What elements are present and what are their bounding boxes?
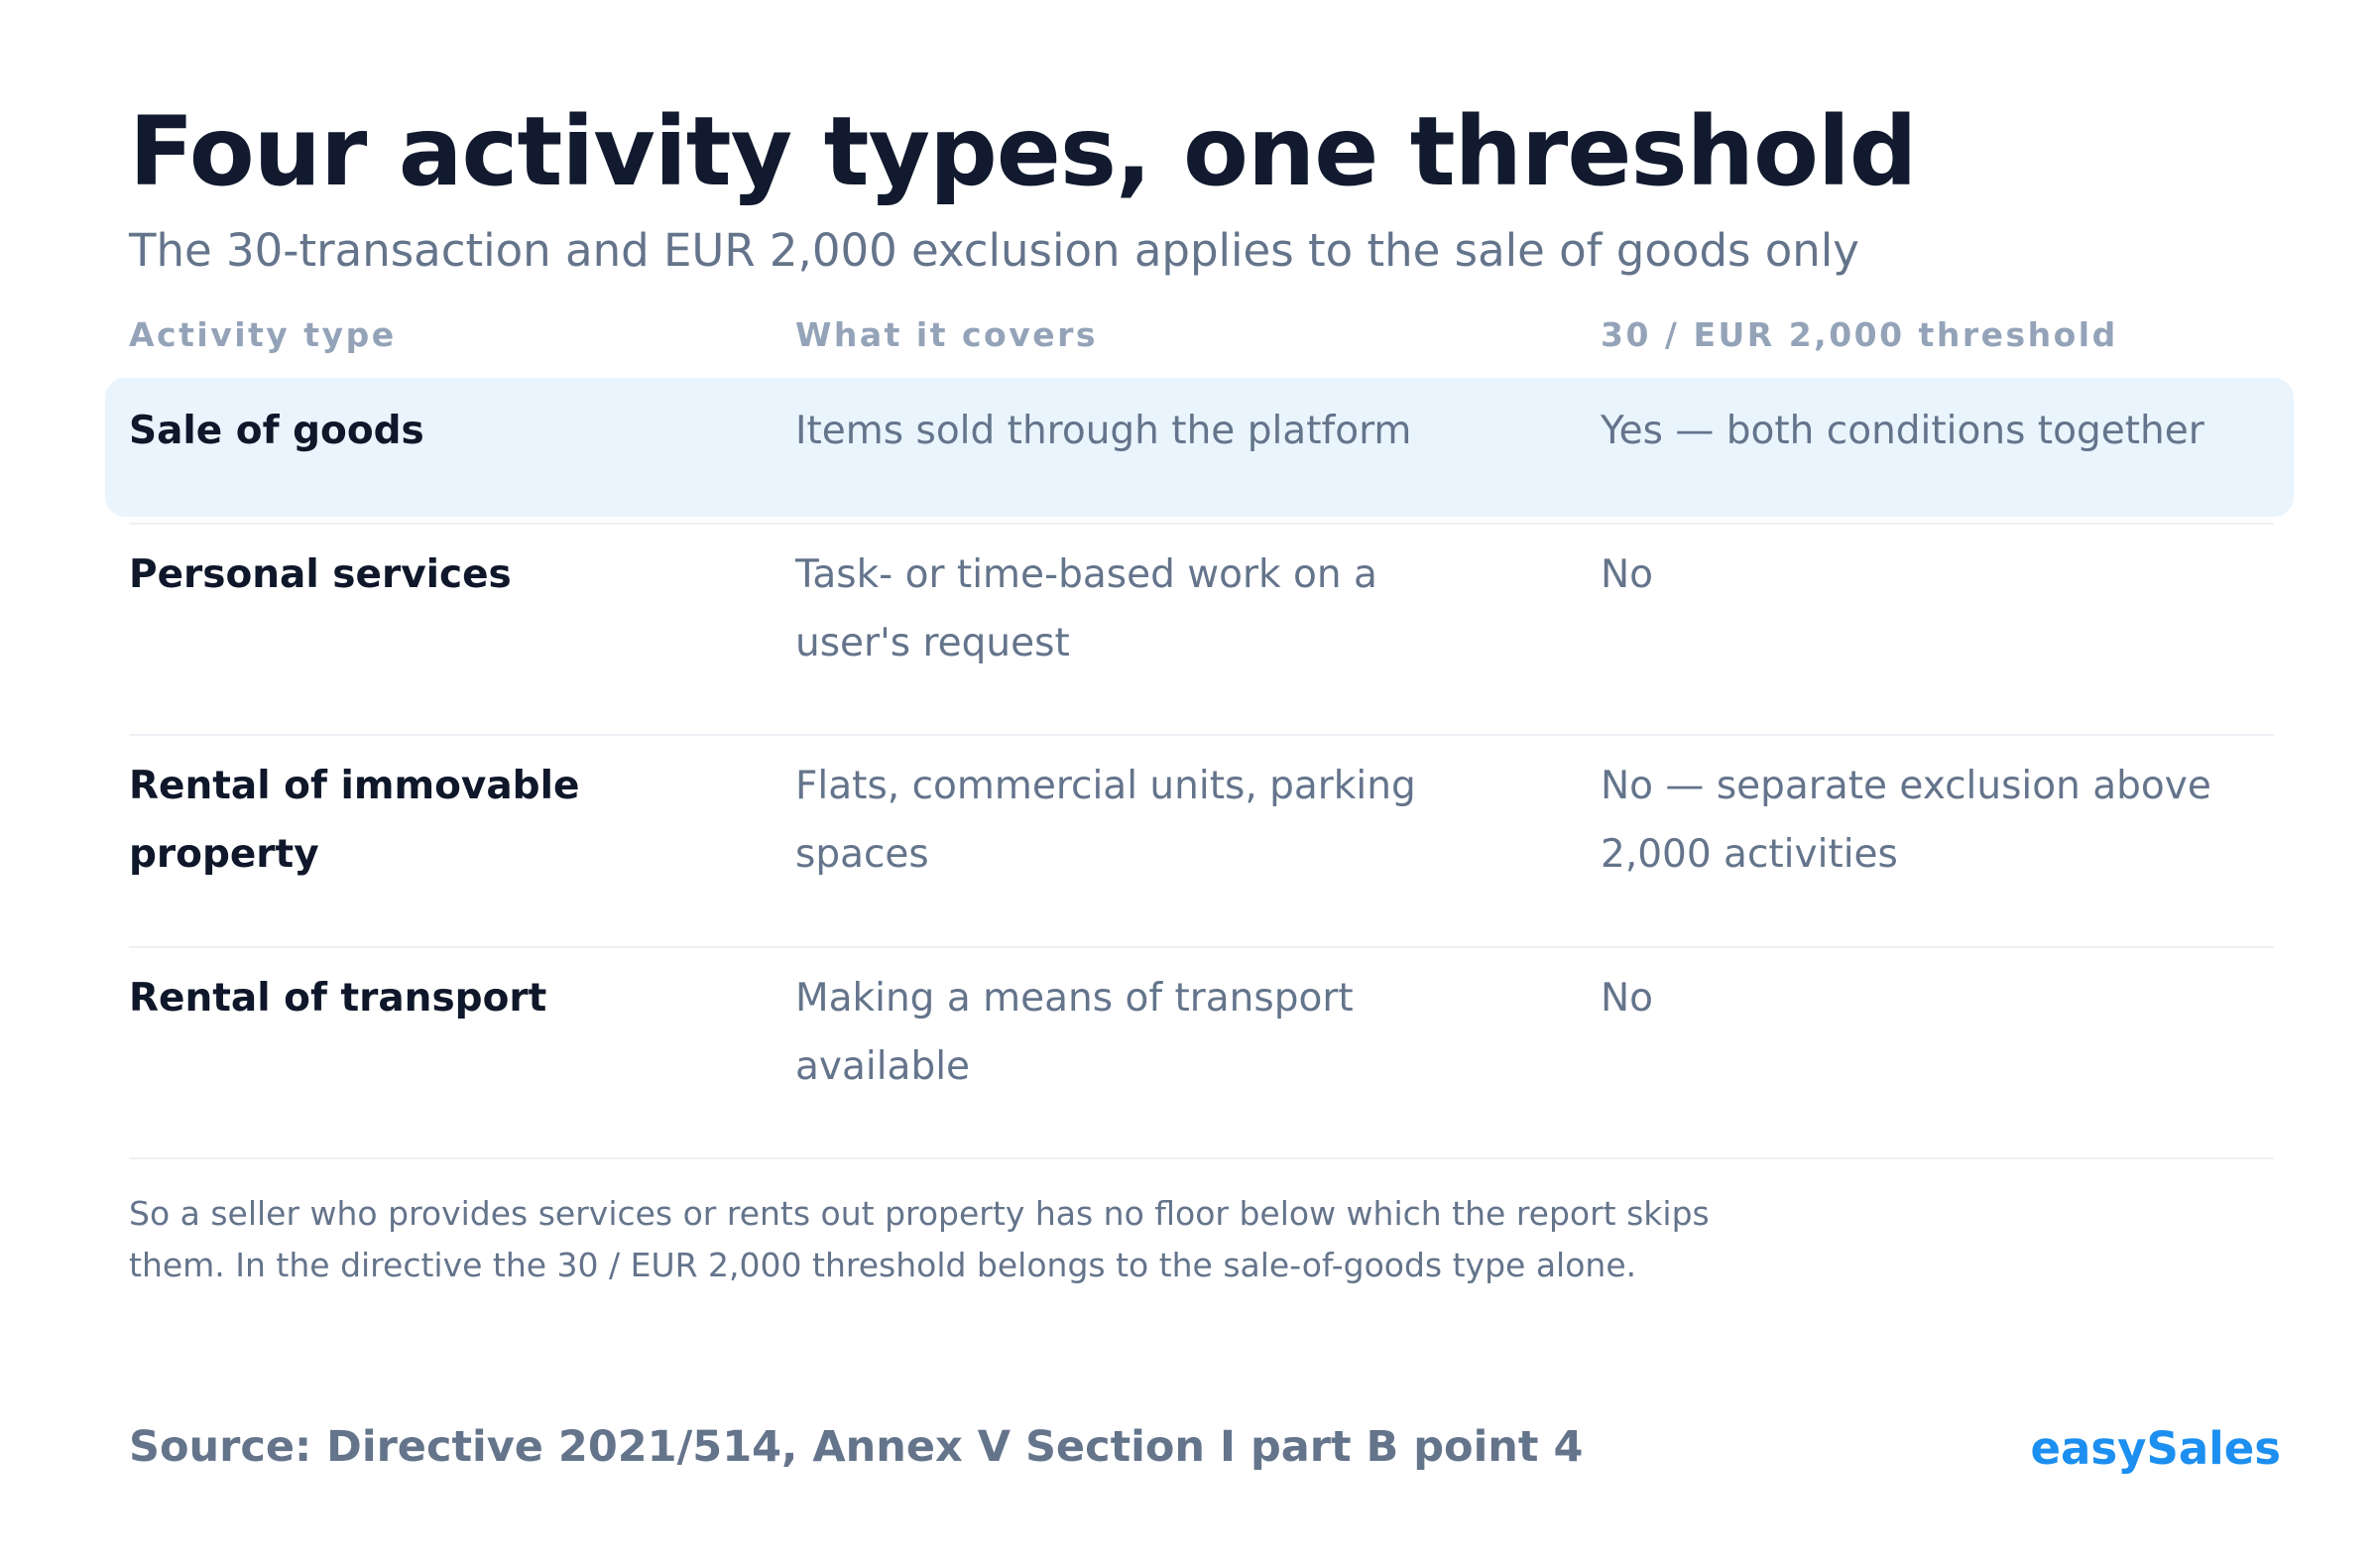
- activity-type-cell: Rental of transport: [129, 976, 547, 1021]
- brand-logo: easySales: [2030, 1422, 2281, 1475]
- activity-type-cell: Rental of immovable property: [129, 764, 580, 877]
- what-it-covers-cell: Making a means of transport available: [795, 976, 1354, 1089]
- row-divider: [129, 946, 2274, 948]
- what-it-covers-cell: Flats, commercial units, parking spaces: [795, 764, 1416, 877]
- column-header-threshold: 30 / EUR 2,000 threshold: [1601, 315, 2118, 354]
- page-title: Four activity types, one threshold: [129, 96, 1918, 207]
- page-subtitle: The 30-transaction and EUR 2,000 exclusi…: [129, 224, 1859, 277]
- threshold-cell: No: [1601, 552, 1654, 597]
- threshold-cell: No: [1601, 976, 1654, 1021]
- footnote: So a seller who provides services or ren…: [129, 1194, 1710, 1284]
- table-bottom-divider: [129, 1157, 2274, 1159]
- page: Four activity types, one threshold The 3…: [105, 0, 2294, 1565]
- column-header-what-it-covers: What it covers: [795, 315, 1099, 354]
- what-it-covers-cell: Items sold through the platform: [795, 409, 1412, 453]
- row-divider: [129, 734, 2274, 736]
- highlighted-row-background: [105, 378, 2294, 517]
- what-it-covers-cell: Task- or time-based work on a user's req…: [795, 552, 1377, 665]
- threshold-cell: No — separate exclusion above 2,000 acti…: [1601, 764, 2211, 877]
- row-divider: [129, 523, 2274, 525]
- source-citation: Source: Directive 2021/514, Annex V Sect…: [129, 1422, 1584, 1472]
- activity-type-cell: Sale of goods: [129, 409, 424, 453]
- activity-type-cell: Personal services: [129, 552, 512, 597]
- threshold-cell: Yes — both conditions together: [1601, 409, 2204, 453]
- column-header-activity-type: Activity type: [129, 315, 397, 354]
